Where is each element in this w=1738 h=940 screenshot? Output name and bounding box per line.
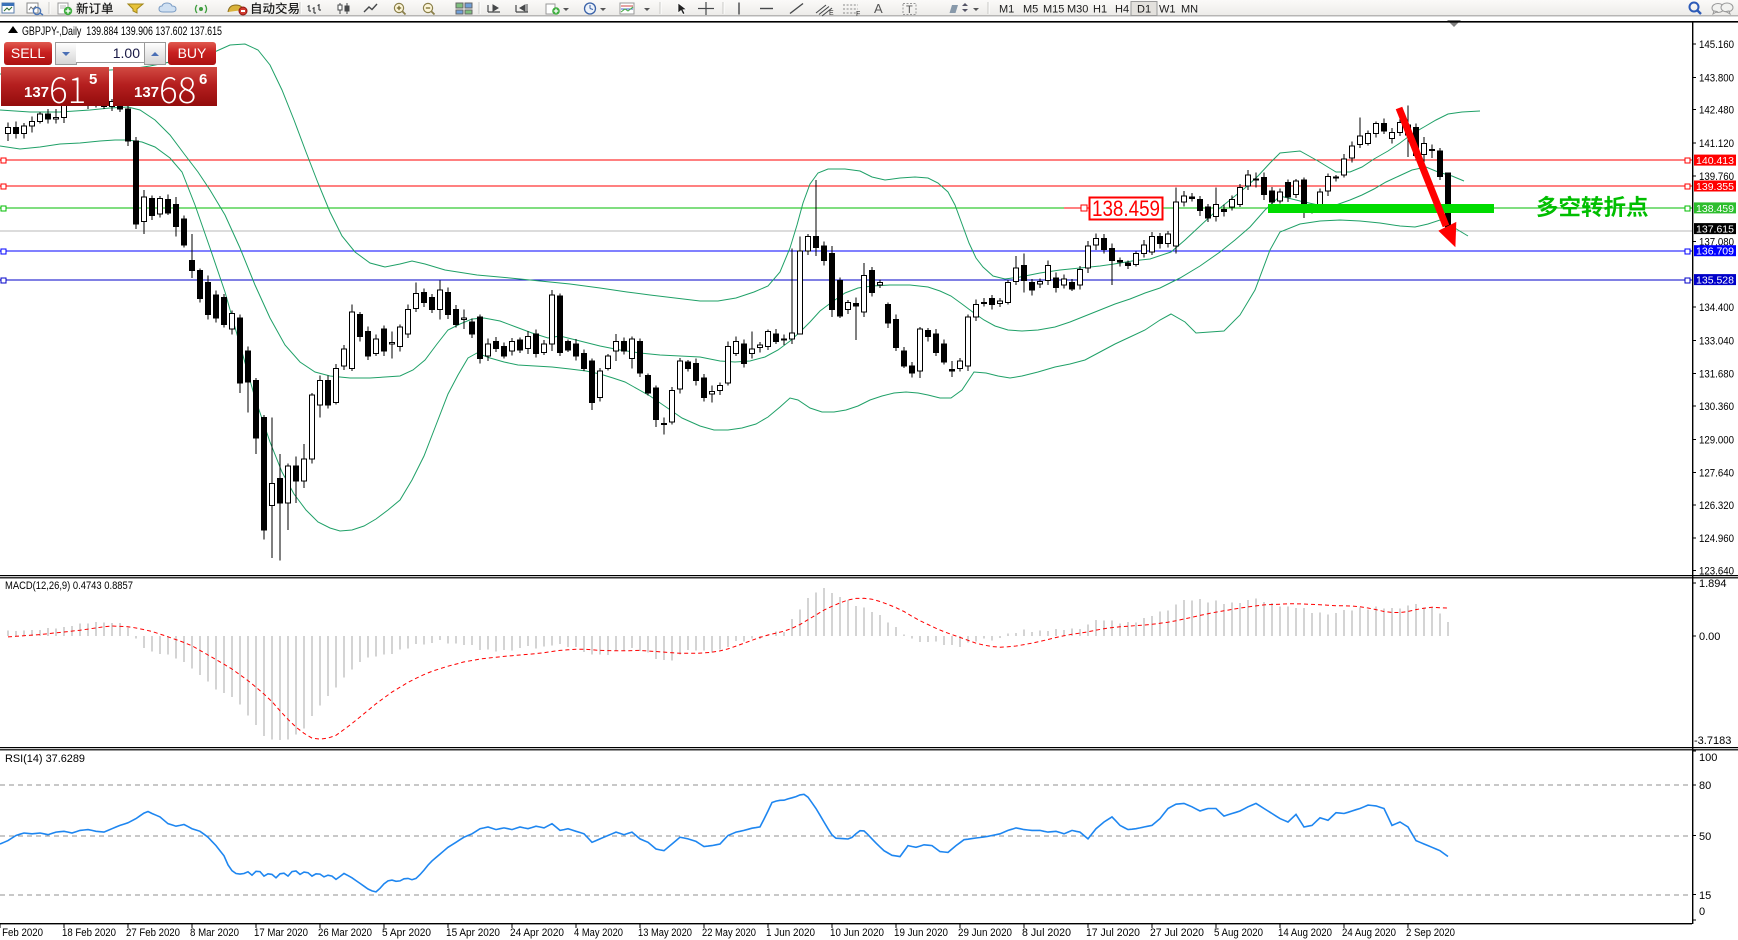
svg-text:MN: MN [1181,4,1198,16]
svg-text:130.360: 130.360 [1699,401,1734,413]
svg-text:13 May 2020: 13 May 2020 [638,927,692,939]
svg-text:10 Jun 2020: 10 Jun 2020 [830,927,884,939]
svg-text:136.709: 136.709 [1696,246,1734,258]
svg-text:M1: M1 [999,4,1014,16]
svg-text:M5: M5 [1023,4,1038,16]
svg-text:135.528: 135.528 [1696,275,1734,287]
svg-text:134.400: 134.400 [1699,302,1734,314]
svg-text:137.615: 137.615 [1696,224,1734,236]
svg-text:0.00: 0.00 [1699,631,1720,643]
svg-text:18 Feb 2020: 18 Feb 2020 [62,927,116,939]
svg-text:A: A [874,1,883,16]
svg-text:H4: H4 [1115,4,1129,16]
svg-text:50: 50 [1699,831,1711,843]
svg-text:142.480: 142.480 [1699,105,1734,117]
svg-text:W1: W1 [1159,4,1176,16]
svg-text:8 Mar 2020: 8 Mar 2020 [190,927,239,939]
svg-text:1 Jun 2020: 1 Jun 2020 [766,927,815,939]
svg-text:-3.7183: -3.7183 [1694,735,1731,747]
svg-text:5 Aug 2020: 5 Aug 2020 [1214,927,1263,939]
svg-text:MACD(12,26,9) 0.4743 0.8857: MACD(12,26,9) 0.4743 0.8857 [5,580,133,592]
svg-text:1.894: 1.894 [1699,578,1727,590]
svg-text:26 Mar 2020: 26 Mar 2020 [318,927,372,939]
svg-text:138.459: 138.459 [1092,196,1160,221]
svg-text:24 Aug 2020: 24 Aug 2020 [1342,927,1396,939]
svg-text:T: T [906,4,913,16]
svg-text:138.459: 138.459 [1696,203,1734,215]
svg-text:139.760: 139.760 [1699,171,1734,183]
svg-text:D1: D1 [1137,4,1151,16]
svg-text:127.640: 127.640 [1699,468,1734,480]
svg-text:E: E [829,10,834,17]
svg-text:8 Jul 2020: 8 Jul 2020 [1022,927,1071,939]
svg-text:131.680: 131.680 [1699,369,1734,381]
svg-text:17 Mar 2020: 17 Mar 2020 [254,927,308,939]
svg-text:133.040: 133.040 [1699,336,1734,348]
svg-text:29 Jun 2020: 29 Jun 2020 [958,927,1012,939]
svg-text:H1: H1 [1093,4,1107,16]
svg-text:M30: M30 [1067,4,1088,16]
svg-text:RSI(14) 37.6289: RSI(14) 37.6289 [5,753,85,765]
svg-text:5 Apr 2020: 5 Apr 2020 [382,927,431,939]
svg-text:15: 15 [1699,890,1711,902]
svg-text:80: 80 [1699,780,1711,792]
svg-text:M15: M15 [1043,4,1064,16]
svg-text:100: 100 [1699,752,1717,764]
svg-text:24 Apr 2020: 24 Apr 2020 [510,927,564,939]
svg-text:2 Sep 2020: 2 Sep 2020 [1406,927,1455,939]
svg-text:0: 0 [1699,906,1705,918]
svg-text:15 Apr 2020: 15 Apr 2020 [446,927,500,939]
svg-text:19 Jun 2020: 19 Jun 2020 [894,927,948,939]
svg-text:4 May 2020: 4 May 2020 [574,927,623,939]
svg-text:27 Jul 2020: 27 Jul 2020 [1150,927,1204,939]
svg-text:139.355: 139.355 [1696,181,1734,193]
svg-text:129.000: 129.000 [1699,434,1734,446]
svg-text:27 Feb 2020: 27 Feb 2020 [126,927,180,939]
svg-text:123.640: 123.640 [1699,565,1734,577]
svg-text:143.800: 143.800 [1699,72,1734,84]
svg-text:140.413: 140.413 [1696,155,1734,167]
svg-text:22 May 2020: 22 May 2020 [702,927,756,939]
svg-text:17 Jul 2020: 17 Jul 2020 [1086,927,1140,939]
svg-text:145.160: 145.160 [1699,39,1734,51]
svg-text:124.960: 124.960 [1699,533,1734,545]
svg-text:9 Feb 2020: 9 Feb 2020 [0,927,43,939]
svg-text:14 Aug 2020: 14 Aug 2020 [1278,927,1332,939]
svg-text:141.120: 141.120 [1699,138,1734,150]
svg-text:126.320: 126.320 [1699,500,1734,512]
svg-text:F: F [856,11,860,17]
svg-text:GBPJPY-,Daily 139.884 139.906: GBPJPY-,Daily 139.884 139.906 137.602 13… [22,24,222,38]
